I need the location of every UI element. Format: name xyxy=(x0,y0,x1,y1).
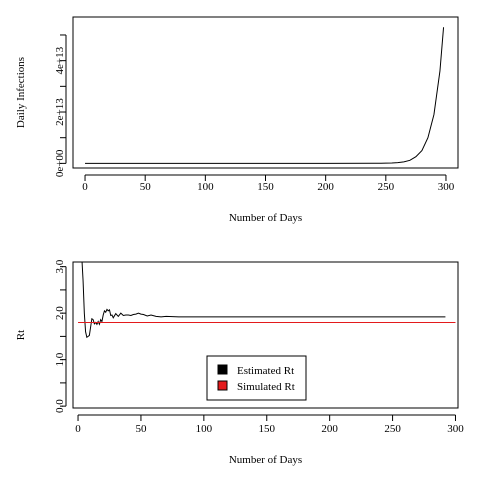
x-tick-label: 0 xyxy=(75,423,81,435)
legend: Estimated Rt Simulated Rt xyxy=(206,355,307,401)
x-tick-label: 50 xyxy=(140,181,152,193)
x-axis-title: Number of Days xyxy=(229,212,302,224)
x-axis-title: Number of Days xyxy=(229,454,302,466)
plot-frame xyxy=(72,261,459,409)
series-line xyxy=(85,27,445,164)
x-tick-label: 250 xyxy=(378,181,395,193)
x-tick-label: 300 xyxy=(447,423,464,435)
rt-chart: 0 50 100 150 200 250 300 0.0 1.0 2.0 3.0 Number of … xyxy=(15,259,464,466)
x-tick-label: 0 xyxy=(82,181,88,193)
legend-label: Simulated Rt xyxy=(237,381,295,393)
plot-frame xyxy=(72,16,459,169)
x-tick-label: 200 xyxy=(321,423,338,435)
y-tick-label: 2e+13 xyxy=(54,98,66,126)
x-tick-label: 200 xyxy=(317,181,334,193)
estimated-rt-line xyxy=(81,262,446,339)
x-tick-label: 150 xyxy=(257,181,274,193)
y-axis-title: Rt xyxy=(15,330,27,340)
x-tick-label: 300 xyxy=(438,181,455,193)
x-tick-label: 150 xyxy=(259,423,276,435)
y-axis-title: Daily Infections xyxy=(15,57,27,128)
legend-swatch xyxy=(217,364,228,375)
legend-label: Estimated Rt xyxy=(237,365,294,377)
x-tick-label: 100 xyxy=(197,181,214,193)
legend-swatch xyxy=(217,380,228,391)
legend-box xyxy=(206,355,307,401)
y-tick-label: 3.0 xyxy=(54,259,66,273)
y-tick-label: 1.0 xyxy=(54,352,66,366)
x-tick-label: 250 xyxy=(384,423,401,435)
y-tick-label: 2.0 xyxy=(54,306,66,320)
y-tick-label: 0e+00 xyxy=(54,149,66,177)
y-tick-label: 4e+13 xyxy=(54,46,66,74)
x-tick-label: 50 xyxy=(135,423,147,435)
daily-infections-chart: 0 50 100 150 200 250 300 0e+00 2e+13 4e+13 Number … xyxy=(15,16,459,224)
x-tick-label: 100 xyxy=(196,423,213,435)
y-tick-label: 0.0 xyxy=(54,399,66,413)
